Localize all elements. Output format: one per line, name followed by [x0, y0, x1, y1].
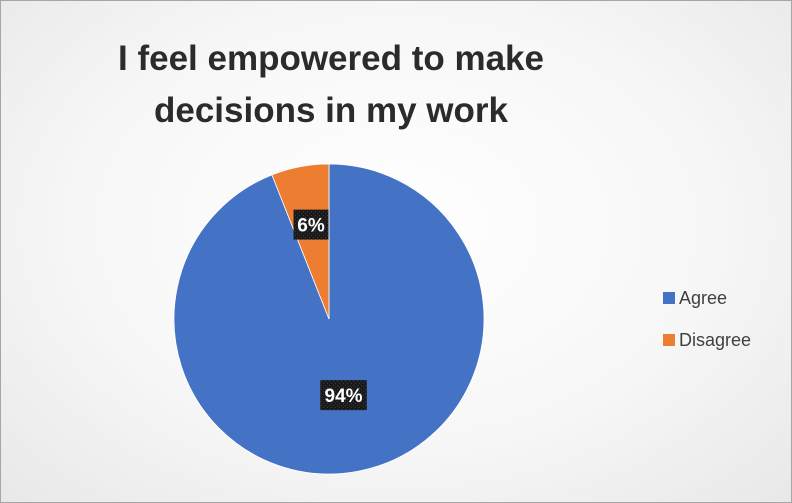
data-label-background [320, 380, 367, 411]
data-label-background [293, 209, 329, 240]
pie-slice-disagree [271, 163, 330, 320]
legend-item-disagree: Disagree [663, 326, 751, 354]
pie-data-labels: 94% 6% [293, 209, 367, 411]
chart-title-line-1: I feel empowered to make [118, 39, 544, 78]
chart-title: I feel empowered to make decisions in my… [31, 33, 631, 137]
chart-title-line-2: decisions in my work [154, 91, 508, 130]
legend-swatch-agree [663, 292, 675, 304]
legend-swatch-disagree [663, 334, 675, 346]
legend-label-agree: Agree [679, 287, 728, 308]
data-label-text-disagree: 6% [297, 216, 325, 237]
data-label-agree: 94% [320, 380, 367, 411]
data-label-text-agree: 94% [325, 386, 363, 407]
legend: Agree Disagree [663, 284, 751, 368]
pie-slices [173, 163, 485, 475]
data-label-disagree: 6% [293, 209, 329, 240]
legend-item-agree: Agree [663, 284, 751, 312]
legend-label-disagree: Disagree [679, 329, 752, 350]
